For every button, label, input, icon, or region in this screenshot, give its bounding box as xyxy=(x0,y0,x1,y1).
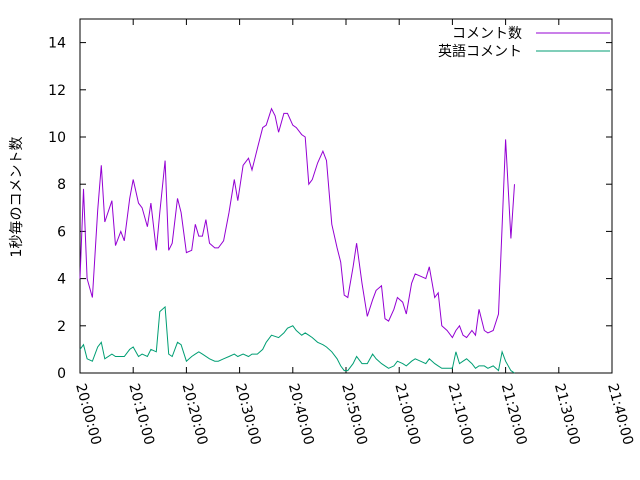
y-tick-label: 4 xyxy=(57,272,66,288)
y-tick-label: 10 xyxy=(48,130,66,146)
x-tick-label: 20:00:00 xyxy=(72,382,104,447)
axes: 0 2 4 6 8 10 12 14 20:00:00 20:10:00 20:20:00 20:30… xyxy=(48,18,636,447)
legend-label-1: 英語コメント xyxy=(438,43,522,60)
x-tick-label: 21:00:00 xyxy=(391,382,423,447)
series-line-1 xyxy=(79,305,515,374)
y-tick-label: 14 xyxy=(48,36,66,52)
y-tick-label: 2 xyxy=(57,319,66,335)
legend-label-0: コメント数 xyxy=(452,26,522,42)
x-tick-label: 20:50:00 xyxy=(338,382,370,447)
x-tick-label: 21:40:00 xyxy=(604,382,636,447)
y-tick-label: 12 xyxy=(48,83,66,99)
x-tick-label: 20:20:00 xyxy=(179,382,211,447)
x-tick-label: 20:40:00 xyxy=(285,382,317,447)
y-tick-label: 6 xyxy=(57,224,66,240)
x-tick-label: 21:30:00 xyxy=(551,382,583,447)
x-tick-label: 21:10:00 xyxy=(445,382,477,447)
y-axis-label: 1秒毎のコメント数 xyxy=(9,137,25,258)
y-tick-label: 8 xyxy=(57,177,66,193)
x-tick-label: 20:10:00 xyxy=(125,382,157,447)
series-line-0 xyxy=(79,107,515,339)
x-tick-label: 21:20:00 xyxy=(498,382,530,447)
x-tick-label: 20:30:00 xyxy=(232,382,264,447)
y-tick-label: 0 xyxy=(57,366,66,382)
plot-frame xyxy=(79,18,613,374)
series-lines xyxy=(79,107,515,374)
